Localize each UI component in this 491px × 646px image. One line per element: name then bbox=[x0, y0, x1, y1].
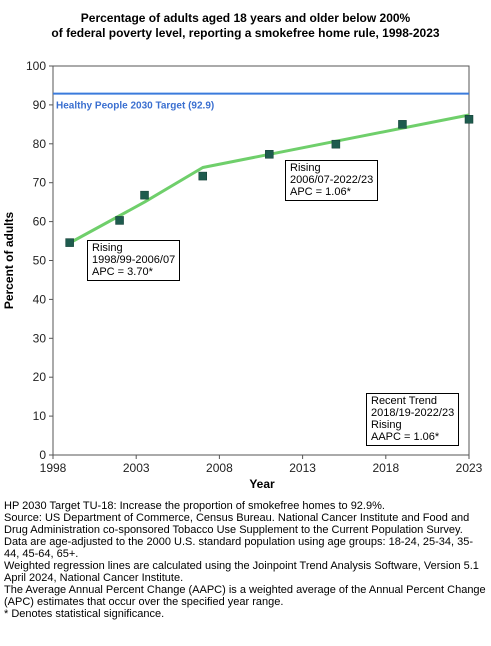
trend-line bbox=[68, 113, 470, 245]
data-point bbox=[265, 150, 274, 159]
footnote-target: HP 2030 Target TU-18: Increase the propo… bbox=[4, 500, 385, 512]
footnote-significance: * Denotes statistical significance. bbox=[4, 608, 165, 620]
segment2-line-3: APC = 1.06* bbox=[290, 186, 351, 198]
recent-trend-line-1: Recent Trend bbox=[371, 395, 438, 407]
chart-title-line-2: of federal poverty level, reporting a sm… bbox=[51, 26, 440, 40]
segment1-line-1: Rising bbox=[92, 242, 123, 254]
data-point bbox=[115, 216, 124, 225]
chart-plot: 0 10 20 30 40 50 60 70 80 90 100 1998 2003 2008 2013 20… bbox=[2, 59, 483, 491]
data-point bbox=[398, 120, 407, 129]
recent-trend-annotation: Recent Trend 2018/19-2022/23 Rising AAPC… bbox=[366, 393, 460, 446]
recent-trend-line-3: Rising bbox=[371, 419, 402, 431]
y-tick-label: 50 bbox=[33, 254, 47, 268]
segment2-annotation: Rising 2006/07-2022/23 APC = 1.06* bbox=[285, 160, 379, 201]
data-point bbox=[331, 139, 341, 149]
footnote-age-adjusted: Data are age-adjusted to the 2000 U.S. s… bbox=[4, 536, 474, 560]
y-tick-label: 40 bbox=[33, 292, 47, 306]
y-axis-label: Percent of adults bbox=[2, 212, 16, 310]
y-tick-label: 60 bbox=[33, 215, 47, 229]
y-tick-label: 0 bbox=[39, 448, 46, 462]
footnote-aapc: The Average Annual Percent Change (AAPC)… bbox=[4, 584, 486, 608]
x-axis-label: Year bbox=[249, 477, 275, 491]
y-tick-label: 10 bbox=[33, 409, 47, 423]
recent-trend-line-2: 2018/19-2022/23 bbox=[371, 407, 455, 419]
x-tick-label: 2018 bbox=[372, 461, 399, 475]
recent-trend-line-4: AAPC = 1.06* bbox=[371, 431, 440, 443]
segment2-line-1: Rising bbox=[290, 162, 321, 174]
x-tick-label: 1998 bbox=[40, 461, 67, 475]
y-tick-label: 80 bbox=[33, 137, 47, 151]
segment2-line-2: 2006/07-2022/23 bbox=[290, 174, 374, 186]
data-point bbox=[464, 115, 474, 124]
data-point bbox=[198, 171, 208, 181]
x-tick-label: 2023 bbox=[456, 461, 483, 475]
x-tick-label: 2013 bbox=[289, 461, 316, 475]
footnotes: HP 2030 Target TU-18: Increase the propo… bbox=[4, 500, 488, 620]
segment1-line-2: 1998/99-2006/07 bbox=[92, 254, 176, 266]
footnote-source: Source: US Department of Commerce, Censu… bbox=[4, 512, 470, 536]
y-tick-label: 90 bbox=[33, 98, 47, 112]
y-tick-label: 30 bbox=[33, 331, 47, 345]
y-tick-label: 100 bbox=[26, 59, 46, 73]
y-tick-label: 20 bbox=[33, 370, 47, 384]
footnote-regression: Weighted regression lines are calculated… bbox=[4, 560, 479, 584]
x-tick-label: 2008 bbox=[206, 461, 233, 475]
chart-title-line-1: Percentage of adults aged 18 years and o… bbox=[80, 11, 411, 25]
target-label: Healthy People 2030 Target (92.9) bbox=[56, 101, 214, 112]
chart-title: Percentage of adults aged 18 years and o… bbox=[0, 11, 491, 41]
segment1-line-3: APC = 3.70* bbox=[92, 266, 153, 278]
x-tick-label: 2003 bbox=[123, 461, 150, 475]
data-point bbox=[140, 190, 149, 200]
data-point bbox=[65, 238, 74, 247]
segment1-annotation: Rising 1998/99-2006/07 APC = 3.70* bbox=[87, 240, 181, 281]
y-tick-label: 70 bbox=[33, 176, 47, 190]
